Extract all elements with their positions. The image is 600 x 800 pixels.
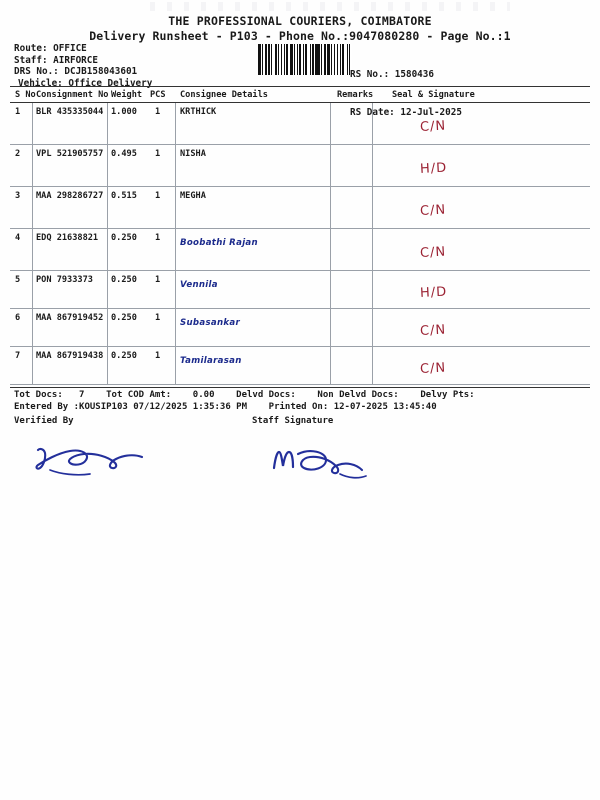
staff-signature-label: Staff Signature <box>252 416 334 426</box>
cell-seal-signature: C/N <box>419 241 447 261</box>
cell-sno: 7 <box>15 351 21 361</box>
table-row: 2 VPL 521905757 0.495 1 NISHA H/D <box>10 145 590 187</box>
cell-pcs: 1 <box>155 191 161 201</box>
cell-pcs: 1 <box>155 275 161 285</box>
column-rule-3 <box>175 103 176 385</box>
table-body: 1 BLR 435335044 1.000 1 KRTHICK C/N 2 VPL 52190… <box>10 103 590 385</box>
staff-signature <box>268 440 398 490</box>
cell-sno: 2 <box>15 149 21 159</box>
cell-consignment-no: MAA 867919438 <box>36 351 104 361</box>
cell-consignee: Tamilarasan <box>180 356 242 366</box>
cell-consignment-no: EDQ 21638821 <box>36 233 99 243</box>
column-header-consignment: Consignment No <box>36 89 109 100</box>
header-meta-left: Route: OFFICE Staff: AIRFORCE DRS No.: D… <box>14 43 152 89</box>
seal-mark: H/D <box>419 284 448 301</box>
table-row: 1 BLR 435335044 1.000 1 KRTHICK C/N <box>10 103 590 145</box>
cell-consignment-no: PON 7933373 <box>36 275 93 285</box>
cell-sno: 3 <box>15 191 21 201</box>
cell-seal-signature: C/N <box>419 319 447 339</box>
table-row: 4 EDQ 21638821 0.250 1 Boobathi Rajan C/N <box>10 229 590 271</box>
cell-sno: 1 <box>15 107 21 117</box>
column-rule-4 <box>330 103 331 385</box>
cell-consignee: NISHA <box>180 149 206 159</box>
entered-printed-info: Entered By :KOUSIP103 07/12/2025 1:35:36… <box>14 402 437 412</box>
cell-sno: 6 <box>15 313 21 323</box>
scan-artifact <box>150 2 510 11</box>
cell-pcs: 1 <box>155 351 161 361</box>
cell-weight: 0.495 <box>111 149 137 159</box>
cell-consignment-no: MAA 298286727 <box>36 191 104 201</box>
column-header-pcs: PCS <box>150 89 166 100</box>
cell-consignment-no: BLR 435335044 <box>36 107 104 117</box>
cell-weight: 0.515 <box>111 191 137 201</box>
table-row: 3 MAA 298286727 0.515 1 MEGHA C/N <box>10 187 590 229</box>
cell-weight: 1.000 <box>111 107 137 117</box>
table-row: 6 MAA 867919452 0.250 1 Subasankar C/N <box>10 309 590 347</box>
cell-pcs: 1 <box>155 107 161 117</box>
cell-seal-signature: C/N <box>419 199 447 219</box>
seal-mark: C/N <box>419 202 447 219</box>
staff-field: Staff: AIRFORCE <box>14 54 98 66</box>
cell-weight: 0.250 <box>111 313 137 323</box>
column-rule-2 <box>107 103 108 385</box>
cell-consignee: KRTHICK <box>180 107 217 117</box>
table-row: 5 PON 7933373 0.250 1 Vennila H/D <box>10 271 590 309</box>
column-header-weight: Weight <box>111 89 143 100</box>
cell-seal-signature: H/D <box>419 281 448 301</box>
cell-weight: 0.250 <box>111 275 137 285</box>
totals-divider <box>10 387 590 388</box>
table-header-row: S No Consignment No Weight PCS Consignee… <box>10 86 590 103</box>
cell-pcs: 1 <box>155 313 161 323</box>
column-header-seal: Seal & Signature <box>392 89 475 100</box>
cell-consignment-no: VPL 521905757 <box>36 149 104 159</box>
verified-by-signature <box>30 440 160 490</box>
page-subtitle: Delivery Runsheet - P103 - Phone No.:904… <box>89 29 511 43</box>
seal-mark: C/N <box>419 360 447 377</box>
cell-consignee: Subasankar <box>180 318 241 328</box>
drs-no-field: DRS No.: DCJB158043601 <box>14 66 138 78</box>
column-header-sno: S No <box>15 89 36 100</box>
cell-weight: 0.250 <box>111 233 137 243</box>
cell-weight: 0.250 <box>111 351 137 361</box>
consignment-table: S No Consignment No Weight PCS Consignee… <box>10 86 590 385</box>
header-meta-right: RS No.: 1580436 RS Date: 12-Jul-2025 <box>350 44 462 144</box>
seal-mark: C/N <box>419 322 447 339</box>
seal-mark: H/D <box>419 160 448 177</box>
rs-date-field: RS Date: 12-Jul-2025 <box>350 106 462 118</box>
seal-mark: C/N <box>419 244 447 261</box>
cell-consignee: Boobathi Rajan <box>180 238 258 248</box>
barcode <box>258 44 352 75</box>
column-rule-1 <box>32 103 33 385</box>
seal-mark: C/N <box>419 118 447 135</box>
column-header-consignee: Consignee Details <box>180 89 268 100</box>
cell-sno: 5 <box>15 275 21 285</box>
column-rule-5 <box>372 103 373 385</box>
cell-consignee: Vennila <box>180 280 218 290</box>
cell-pcs: 1 <box>155 149 161 159</box>
cell-seal-signature: H/D <box>419 157 448 177</box>
vehicle-field: Vehicle: Office Delivery <box>18 77 153 89</box>
cell-consignee: MEGHA <box>180 191 206 201</box>
rs-no-field: RS No.: 1580436 <box>350 69 434 80</box>
cell-seal-signature: C/N <box>419 357 447 377</box>
page-title: THE PROFESSIONAL COURIERS, COIMBATORE <box>168 14 432 28</box>
cell-pcs: 1 <box>155 233 161 243</box>
verified-by-label: Verified By <box>14 416 74 426</box>
cell-consignment-no: MAA 867919452 <box>36 313 104 323</box>
cell-seal-signature: C/N <box>419 115 447 135</box>
column-header-remarks: Remarks <box>337 89 374 100</box>
totals-summary: Tot Docs: 7 Tot COD Amt: 0.00 Delvd Docs… <box>14 390 475 400</box>
route-field: Route: OFFICE <box>14 43 87 54</box>
cell-sno: 4 <box>15 233 21 243</box>
table-row: 7 MAA 867919438 0.250 1 Tamilarasan C/N <box>10 347 590 385</box>
